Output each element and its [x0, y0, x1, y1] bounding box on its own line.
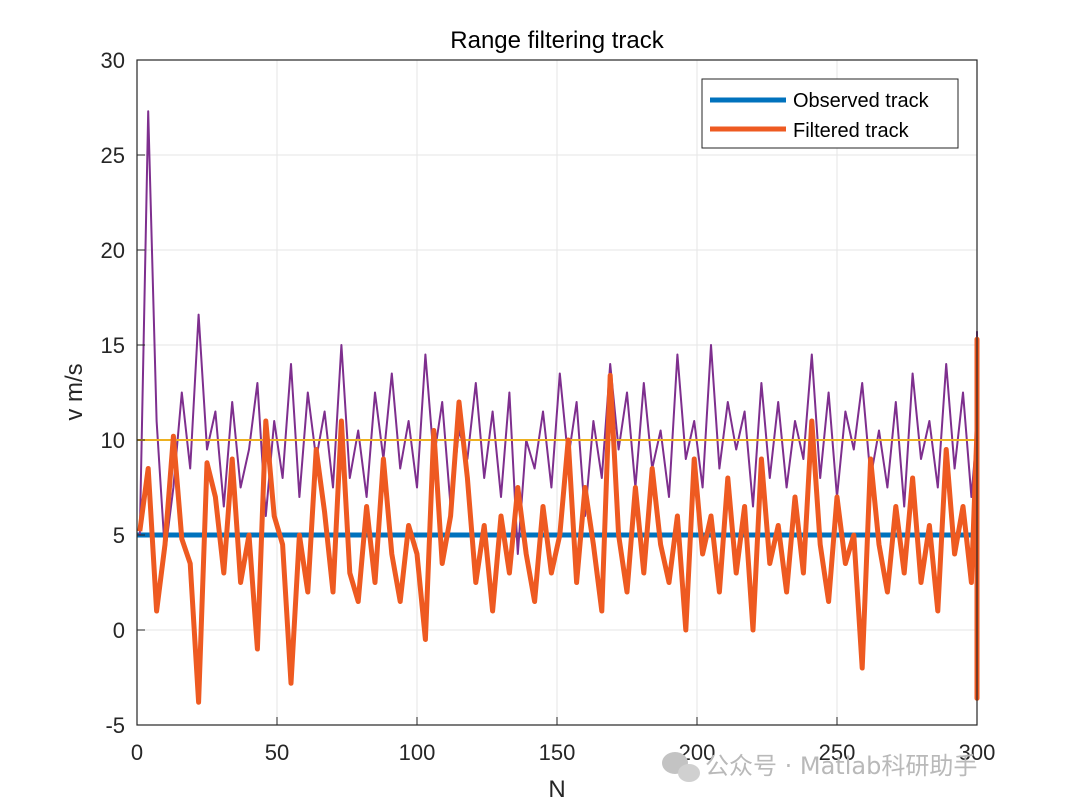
y-tick-label: 15 [101, 333, 125, 358]
wechat-icon [662, 752, 700, 782]
x-tick-label: 0 [131, 740, 143, 765]
y-tick-label: 10 [101, 428, 125, 453]
y-tick-label: 30 [101, 48, 125, 73]
x-tick-label: 250 [819, 740, 856, 765]
chart-title: Range filtering track [450, 27, 664, 54]
legend-box [701, 78, 959, 149]
y-axis-label: v m/s [61, 363, 88, 420]
legend-label-observed: Observed track [793, 90, 930, 112]
y-tick-label: 5 [113, 523, 125, 548]
legend-label-filtered: Filtered track [793, 120, 910, 142]
watermark-text: 公众号 · Matlab科研助手 [705, 752, 977, 780]
x-tick-label: 50 [265, 740, 289, 765]
watermark: 公众号 · Matlab科研助手 [662, 752, 977, 782]
x-tick-label: 300 [959, 740, 996, 765]
grid-lines [136, 59, 978, 726]
x-tick-label: 150 [539, 740, 576, 765]
y-axis-ticks: -5 0 5 10 15 20 25 30 [101, 48, 145, 738]
legend: Observed track Filtered track [701, 78, 959, 149]
y-tick-label: 20 [101, 238, 125, 263]
x-tick-label: 100 [399, 740, 436, 765]
y-tick-label: 0 [113, 618, 125, 643]
y-tick-label: 25 [101, 143, 125, 168]
y-tick-label: -5 [105, 713, 125, 738]
x-axis-label: N [548, 776, 565, 803]
